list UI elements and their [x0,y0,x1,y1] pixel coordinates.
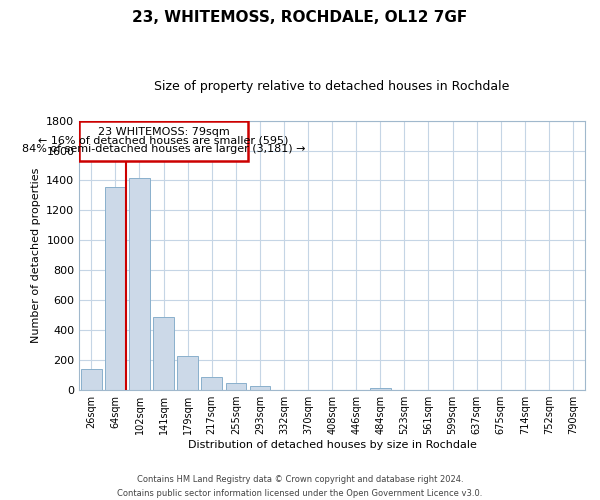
Y-axis label: Number of detached properties: Number of detached properties [31,168,41,343]
Text: ← 16% of detached houses are smaller (595): ← 16% of detached houses are smaller (59… [38,136,289,145]
Bar [178,356,198,390]
Text: 23, WHITEMOSS, ROCHDALE, OL12 7GF: 23, WHITEMOSS, ROCHDALE, OL12 7GF [133,10,467,25]
X-axis label: Distribution of detached houses by size in Rochdale: Distribution of detached houses by size … [188,440,476,450]
Bar [202,378,222,390]
Text: 84% of semi-detached houses are larger (3,181) →: 84% of semi-detached houses are larger (… [22,144,305,154]
Text: Contains HM Land Registry data © Crown copyright and database right 2024.
Contai: Contains HM Land Registry data © Crown c… [118,476,482,498]
Bar [370,388,391,390]
Bar [226,382,246,390]
Bar [250,386,270,390]
Bar [79,120,248,161]
Bar [129,178,149,390]
Bar [154,316,174,390]
Bar [105,187,125,390]
Bar [81,369,101,390]
Title: Size of property relative to detached houses in Rochdale: Size of property relative to detached ho… [154,80,510,93]
Text: 23 WHITEMOSS: 79sqm: 23 WHITEMOSS: 79sqm [98,128,229,138]
